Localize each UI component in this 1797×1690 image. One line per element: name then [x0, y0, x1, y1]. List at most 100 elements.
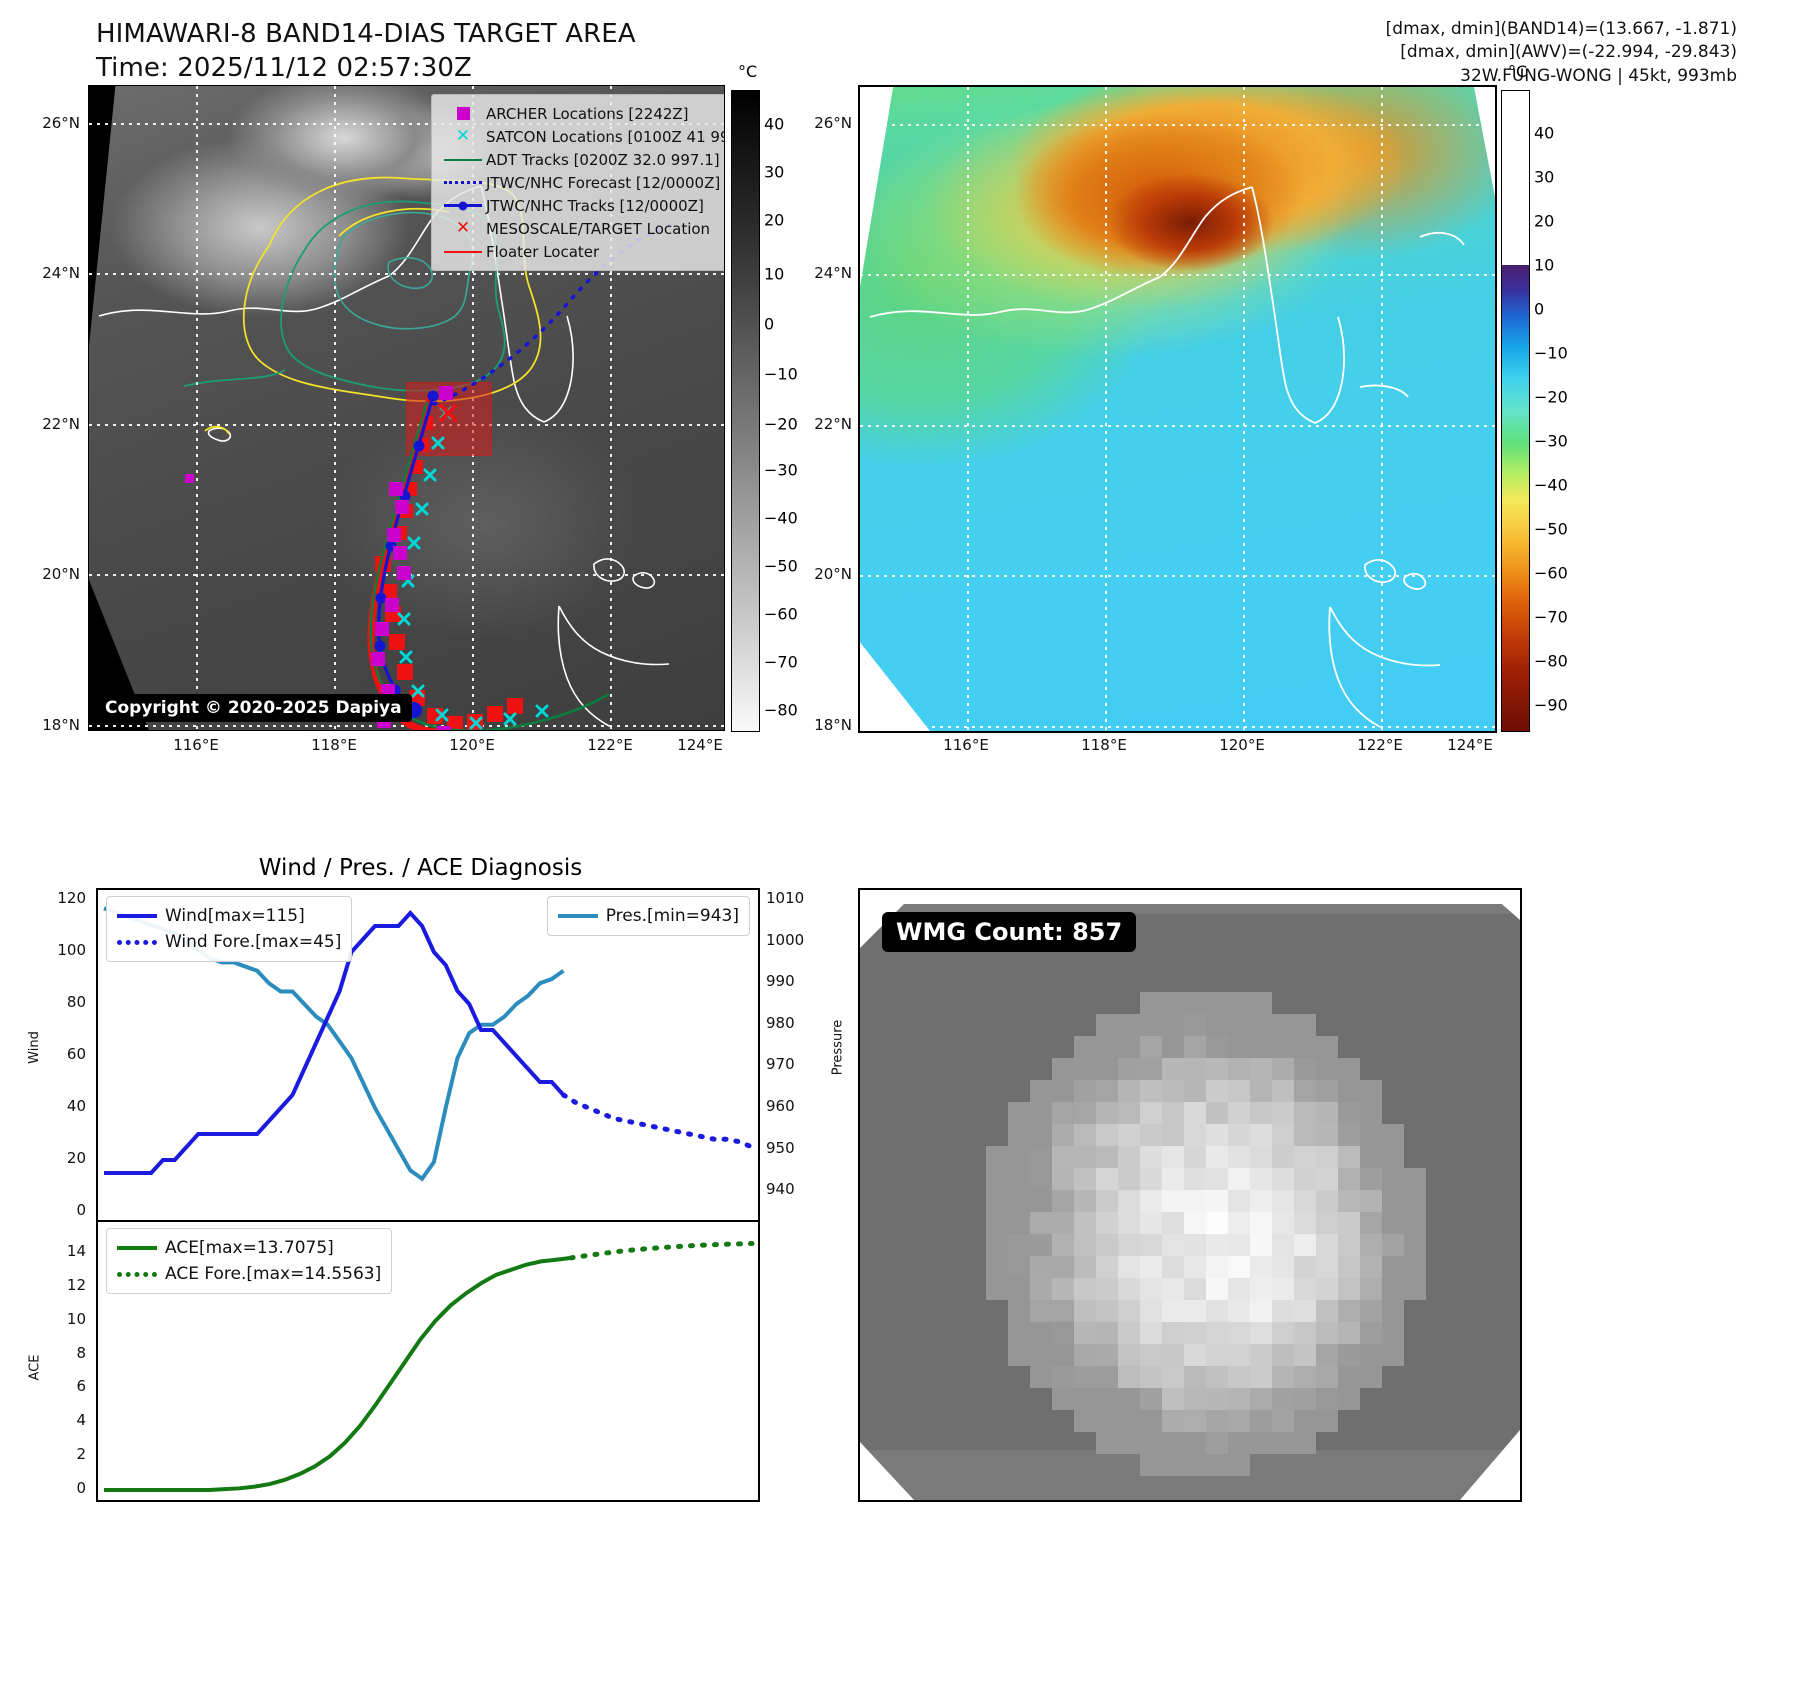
- legend-item-mesoscale: ✕ MESOSCALE/TARGET Location: [440, 217, 724, 240]
- legend-label: ARCHER Locations [2242Z]: [486, 104, 689, 123]
- cbar-left-tick: −40: [764, 508, 798, 528]
- wind-y-tick: 0: [76, 1201, 86, 1219]
- legend-item-wind-forecast: Wind Fore.[max=45]: [117, 929, 341, 955]
- legend-item-jtwc-forecast: JTWC/NHC Forecast [12/0000Z]: [440, 171, 724, 194]
- cbar-right-tick: −70: [1534, 607, 1568, 627]
- cbar-right-tick: −40: [1534, 475, 1568, 495]
- ace-legend: ACE[max=13.7075] ACE Fore.[max=14.5563]: [106, 1228, 393, 1294]
- cbar-right-tick: −60: [1534, 563, 1568, 583]
- title-time: Time: 2025/11/12 02:57:30Z: [96, 52, 472, 83]
- cbar-left-tick: −30: [764, 460, 798, 480]
- legend-label: ADT Tracks [0200Z 32.0 997.1]: [486, 150, 720, 169]
- satellite-awv-panel[interactable]: [858, 85, 1497, 733]
- wmg-count-badge: WMG Count: 857: [882, 912, 1137, 952]
- legend-label: JTWC/NHC Tracks [12/0000Z]: [486, 196, 704, 215]
- cyan-x-icon: ✕: [455, 126, 471, 146]
- cbar-right-tick: 10: [1534, 255, 1555, 275]
- sat-left-lon-tick: 122°E: [587, 736, 633, 754]
- ace-y-tick: 6: [76, 1377, 86, 1396]
- sat-left-lat-tick: 26°N: [42, 114, 80, 132]
- cbar-left-tick: −80: [764, 700, 798, 720]
- blue-dotted-line-icon: [440, 181, 486, 184]
- sat-left-lon-tick: 118°E: [311, 736, 357, 754]
- ace-y-tick: 12: [66, 1275, 86, 1294]
- ace-y-tick: 8: [76, 1343, 86, 1362]
- ace-chart[interactable]: ACE[max=13.7075] ACE Fore.[max=14.5563]: [96, 1220, 760, 1502]
- cbar-right-tick: −10: [1534, 343, 1568, 363]
- awv-overlay: [860, 87, 1495, 731]
- wind-y-tick: 120: [57, 889, 86, 907]
- wind-y-tick: 60: [66, 1045, 86, 1063]
- legend-item-ace-forecast: ACE Fore.[max=14.5563]: [117, 1261, 381, 1287]
- cbar-left-tick: 30: [764, 162, 785, 182]
- legend-label: ACE[max=13.7075]: [165, 1238, 334, 1258]
- sat-left-lon-tick: 120°E: [449, 736, 495, 754]
- legend-item-floater: Floater Locater: [440, 240, 724, 263]
- legend-item-archer: ARCHER Locations [2242Z]: [440, 102, 724, 125]
- sat-right-lat-tick: 20°N: [814, 565, 852, 583]
- legend-item-satcon: ✕ SATCON Locations [0100Z 41 995]: [440, 125, 724, 148]
- teal-solid-line-icon: [557, 914, 606, 918]
- band14-colorbar: [731, 90, 760, 732]
- cbar-left-tick: 20: [764, 210, 785, 230]
- cbar-left-tick: 0: [764, 314, 775, 334]
- cbar-right-tick: 0: [1534, 299, 1545, 319]
- sat-right-lon-tick: 122°E: [1357, 736, 1403, 754]
- colorbar-left-unit: °C: [738, 62, 758, 81]
- wind-pressure-chart[interactable]: Wind[max=115] Wind Fore.[max=45] Pres.[m…: [96, 888, 760, 1224]
- awv-range: [dmax, dmin](AWV)=(-22.994, -29.843): [1400, 42, 1737, 63]
- green-line-icon: [440, 158, 486, 161]
- legend-label: Wind[max=115]: [165, 906, 305, 926]
- blue-dotted-line-icon: [117, 939, 165, 945]
- sat-left-legend: ARCHER Locations [2242Z] ✕ SATCON Locati…: [431, 94, 724, 271]
- legend-label: JTWC/NHC Forecast [12/0000Z]: [486, 173, 721, 192]
- ace-y-tick: 0: [76, 1479, 86, 1497]
- red-line-icon: [440, 250, 486, 253]
- legend-label: Pres.[min=943]: [605, 906, 739, 926]
- pressure-legend: Pres.[min=943]: [546, 896, 750, 936]
- legend-item-ace: ACE[max=13.7075]: [117, 1235, 381, 1261]
- satellite-band14-panel[interactable]: ARCHER Locations [2242Z] ✕ SATCON Locati…: [88, 85, 725, 731]
- ace-y-tick: 2: [76, 1445, 86, 1464]
- wind-y-tick: 40: [66, 1097, 86, 1115]
- red-x-icon: ✕: [455, 218, 471, 238]
- cbar-left-tick: −10: [764, 364, 798, 384]
- metadata-block: [dmax, dmin](BAND14)=(13.667, -1.871) [d…: [1386, 18, 1737, 88]
- cbar-left-tick: −50: [764, 556, 798, 576]
- awv-colorbar: [1501, 90, 1530, 732]
- title-line: HIMAWARI-8 BAND14-DIAS TARGET AREA: [96, 19, 636, 49]
- wind-y-tick: 100: [57, 941, 86, 959]
- sat-right-lon-tick: 118°E: [1081, 736, 1127, 754]
- sat-right-lat-tick: 24°N: [814, 264, 852, 282]
- sat-left-lat-tick: 20°N: [42, 565, 80, 583]
- sat-left-lon-tick: 124°E: [677, 736, 723, 754]
- green-solid-line-icon: [117, 1246, 165, 1250]
- pressure-y-tick: 1000: [766, 930, 805, 949]
- awv-image: [860, 87, 1495, 731]
- pressure-y-tick: 990: [766, 972, 795, 991]
- sat-left-lon-tick: 116°E: [173, 736, 219, 754]
- sat-right-lat-tick: 26°N: [814, 114, 852, 132]
- sat-right-lon-tick: 120°E: [1219, 736, 1265, 754]
- pressure-y-axis-label: Pressure: [830, 1019, 846, 1076]
- wmg-panel[interactable]: WMG Count: 857: [858, 888, 1522, 1502]
- sat-left-lat-tick: 22°N: [42, 415, 80, 433]
- legend-label: ACE Fore.[max=14.5563]: [165, 1264, 382, 1284]
- sat-right-lon-tick: 116°E: [943, 736, 989, 754]
- pressure-y-tick: 980: [766, 1013, 795, 1032]
- cbar-right-tick: −90: [1534, 695, 1568, 715]
- pressure-y-tick: 960: [766, 1097, 795, 1115]
- legend-item-pressure: Pres.[min=943]: [557, 903, 739, 929]
- blue-line-marker-icon: [440, 204, 486, 207]
- ace-chart-plot: [104, 1241, 755, 1492]
- cbar-left-tick: −60: [764, 604, 798, 624]
- cbar-right-tick: 40: [1534, 123, 1555, 143]
- sat-right-lon-tick: 124°E: [1447, 736, 1493, 754]
- storm-info: 32W.FUNG-WONG | 45kt, 993mb: [1460, 65, 1737, 86]
- copyright-notice: Copyright © 2020-2025 Dapiya: [95, 694, 412, 722]
- wind-y-tick: 80: [66, 993, 86, 1011]
- sat-left-lat-tick: 18°N: [42, 716, 80, 734]
- green-dotted-line-icon: [117, 1271, 165, 1277]
- legend-item-adt: ADT Tracks [0200Z 32.0 997.1]: [440, 148, 724, 171]
- legend-label: Wind Fore.[max=45]: [165, 932, 342, 952]
